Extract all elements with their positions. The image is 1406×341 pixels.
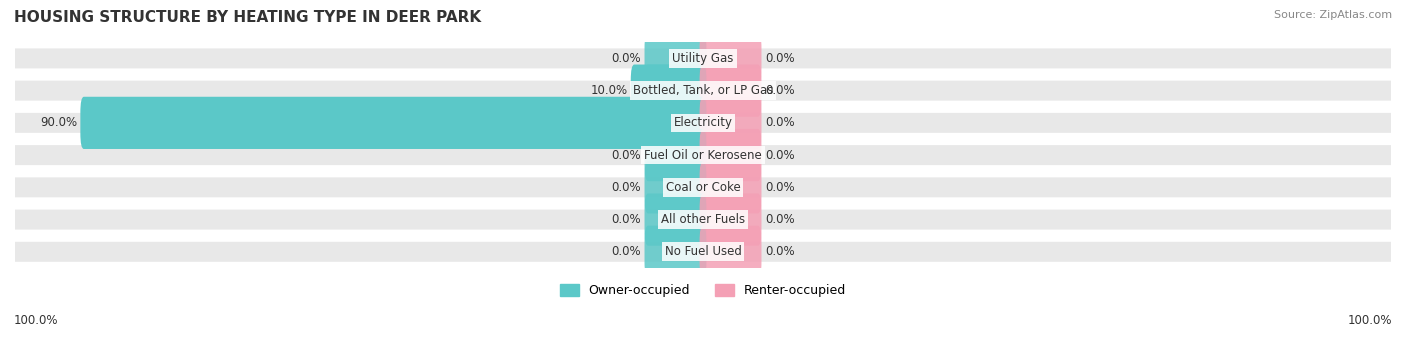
Text: 0.0%: 0.0% xyxy=(765,245,794,258)
FancyBboxPatch shape xyxy=(644,161,706,213)
Text: Fuel Oil or Kerosene: Fuel Oil or Kerosene xyxy=(644,149,762,162)
Text: 0.0%: 0.0% xyxy=(612,149,641,162)
Text: Utility Gas: Utility Gas xyxy=(672,52,734,65)
Text: 0.0%: 0.0% xyxy=(765,149,794,162)
FancyBboxPatch shape xyxy=(15,48,1391,69)
FancyBboxPatch shape xyxy=(15,210,1391,229)
FancyBboxPatch shape xyxy=(700,226,762,278)
Text: 90.0%: 90.0% xyxy=(39,116,77,129)
FancyBboxPatch shape xyxy=(700,193,762,246)
Text: 0.0%: 0.0% xyxy=(765,52,794,65)
Text: All other Fuels: All other Fuels xyxy=(661,213,745,226)
Text: 0.0%: 0.0% xyxy=(612,213,641,226)
Text: 100.0%: 100.0% xyxy=(1347,314,1392,327)
Text: 0.0%: 0.0% xyxy=(612,52,641,65)
FancyBboxPatch shape xyxy=(644,193,706,246)
Text: 0.0%: 0.0% xyxy=(612,245,641,258)
FancyBboxPatch shape xyxy=(700,64,762,117)
FancyBboxPatch shape xyxy=(80,97,706,149)
Text: 100.0%: 100.0% xyxy=(14,314,59,327)
FancyBboxPatch shape xyxy=(15,80,1391,101)
FancyBboxPatch shape xyxy=(644,32,706,85)
Text: 0.0%: 0.0% xyxy=(765,84,794,97)
Text: Bottled, Tank, or LP Gas: Bottled, Tank, or LP Gas xyxy=(633,84,773,97)
FancyBboxPatch shape xyxy=(644,129,706,181)
FancyBboxPatch shape xyxy=(15,113,1391,133)
Text: HOUSING STRUCTURE BY HEATING TYPE IN DEER PARK: HOUSING STRUCTURE BY HEATING TYPE IN DEE… xyxy=(14,10,481,25)
FancyBboxPatch shape xyxy=(15,145,1391,165)
Text: 0.0%: 0.0% xyxy=(612,181,641,194)
FancyBboxPatch shape xyxy=(700,97,762,149)
FancyBboxPatch shape xyxy=(631,64,706,117)
Text: 0.0%: 0.0% xyxy=(765,181,794,194)
FancyBboxPatch shape xyxy=(700,161,762,213)
Text: Electricity: Electricity xyxy=(673,116,733,129)
Text: Source: ZipAtlas.com: Source: ZipAtlas.com xyxy=(1274,10,1392,20)
FancyBboxPatch shape xyxy=(644,64,706,117)
FancyBboxPatch shape xyxy=(700,32,762,85)
Text: 0.0%: 0.0% xyxy=(765,213,794,226)
Text: Coal or Coke: Coal or Coke xyxy=(665,181,741,194)
FancyBboxPatch shape xyxy=(15,177,1391,197)
FancyBboxPatch shape xyxy=(700,129,762,181)
Text: No Fuel Used: No Fuel Used xyxy=(665,245,741,258)
FancyBboxPatch shape xyxy=(15,242,1391,262)
FancyBboxPatch shape xyxy=(644,97,706,149)
Text: 0.0%: 0.0% xyxy=(765,116,794,129)
Text: 10.0%: 10.0% xyxy=(591,84,627,97)
Legend: Owner-occupied, Renter-occupied: Owner-occupied, Renter-occupied xyxy=(555,279,851,302)
FancyBboxPatch shape xyxy=(644,226,706,278)
